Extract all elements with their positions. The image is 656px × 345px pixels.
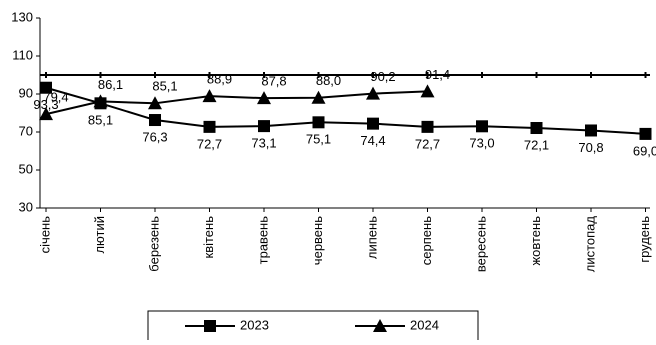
marker-square <box>530 122 543 135</box>
marker-square <box>421 120 434 133</box>
x-tick-label: грудень <box>637 216 652 263</box>
series-line <box>45 90 428 116</box>
data-label: 72,1 <box>524 137 549 152</box>
y-tick-label: 90 <box>19 85 33 100</box>
data-label: 90,2 <box>370 69 395 84</box>
x-tick-label: листопад <box>582 216 597 273</box>
marker-triangle <box>39 107 53 121</box>
x-tick-label: серпень <box>419 216 434 265</box>
marker-triangle <box>93 94 108 108</box>
x-tick-label: жовтень <box>528 216 543 266</box>
data-label: 88,9 <box>207 72 232 87</box>
data-label: 93,3 <box>33 97 58 112</box>
data-label: 70,8 <box>578 140 603 155</box>
data-label: 74,4 <box>360 133 385 148</box>
x-tick-label: липень <box>364 216 379 259</box>
marker-square <box>367 117 379 130</box>
data-label: 79,4 <box>43 90 68 105</box>
marker-triangle <box>420 84 435 98</box>
data-label: 69,0 <box>633 143 656 158</box>
legend-label: 2024 <box>410 317 439 332</box>
x-tick-label: вересень <box>473 216 488 272</box>
data-label: 85,1 <box>152 79 177 94</box>
marker-square <box>204 320 216 332</box>
marker-square <box>639 127 652 140</box>
x-tick-label: травень <box>255 216 270 265</box>
marker-triangle <box>257 91 271 105</box>
marker-triangle <box>373 319 387 332</box>
x-tick-label: березень <box>146 216 161 272</box>
data-label: 76,3 <box>142 129 167 144</box>
y-tick-label: 50 <box>19 161 33 176</box>
x-tick-label: квітень <box>201 216 216 259</box>
y-tick-label: 70 <box>19 123 33 138</box>
x-tick-label: червень <box>310 216 325 265</box>
marker-square <box>203 120 216 133</box>
marker-triangle <box>311 90 326 104</box>
data-label: 91,4 <box>425 67 450 82</box>
y-tick-label: 30 <box>19 199 33 214</box>
marker-square <box>585 124 597 137</box>
marker-square <box>312 116 325 129</box>
data-label: 72,7 <box>415 136 440 151</box>
y-tick-label: 110 <box>12 47 33 62</box>
legend-label: 2023 <box>240 317 269 332</box>
data-label: 85,1 <box>88 113 113 128</box>
marker-triangle <box>366 86 380 100</box>
x-tick-label: лютий <box>92 216 107 254</box>
marker-triangle <box>148 96 162 110</box>
data-label: 75,1 <box>306 132 331 147</box>
series-line <box>45 86 646 135</box>
data-label: 73,1 <box>251 136 276 151</box>
marker-square <box>258 120 270 133</box>
marker-triangle <box>202 89 217 103</box>
data-label: 86,1 <box>98 77 123 92</box>
y-tick-label: 130 <box>11 9 33 24</box>
marker-square <box>476 120 488 133</box>
marker-square <box>149 114 161 127</box>
data-label: 88,0 <box>316 73 341 88</box>
data-label: 73,0 <box>469 136 494 151</box>
data-label: 87,8 <box>261 74 286 89</box>
x-tick-label: січень <box>37 216 52 254</box>
data-label: 72,7 <box>197 136 222 151</box>
marker-square <box>40 81 52 94</box>
